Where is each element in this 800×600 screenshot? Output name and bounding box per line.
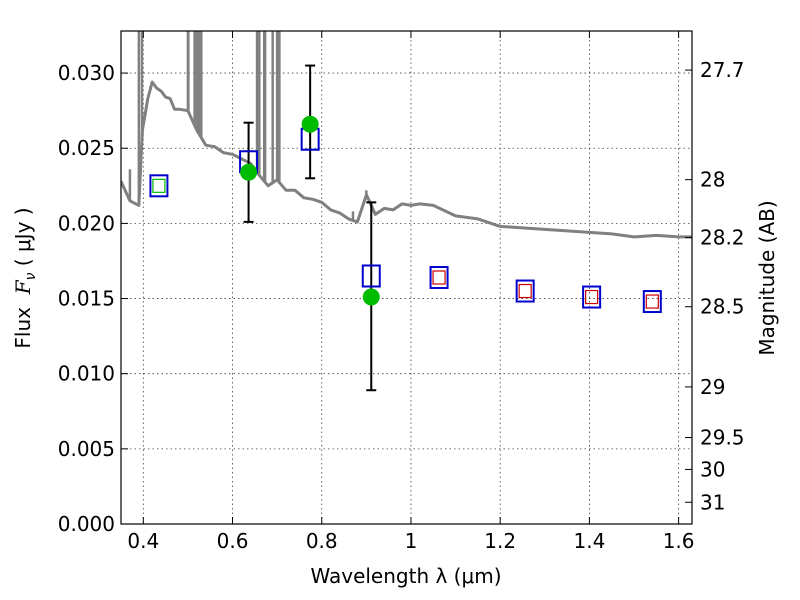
x-tick-label: 1.6	[663, 529, 695, 553]
x-axis-label: Wavelength λ (μm)	[310, 564, 501, 588]
y-tick-label: 0.020	[58, 211, 115, 235]
observed-point	[240, 163, 258, 181]
inner-marker	[518, 283, 532, 299]
x-tick-label: 0.6	[217, 529, 249, 553]
model-point	[361, 264, 381, 288]
inner-marker	[645, 294, 659, 309]
y2-tick-label: 27.7	[700, 58, 745, 82]
observed-point	[362, 288, 380, 306]
inner-marker	[585, 289, 599, 305]
observed-point	[301, 115, 319, 133]
y-axis-label: Flux Fν ( μJy )	[11, 207, 39, 348]
y-axis-label-unit: ( μJy )	[11, 207, 35, 272]
model-point	[582, 285, 602, 309]
grid	[121, 31, 692, 524]
y2-tick-label: 29.5	[700, 426, 745, 450]
y-tick-label: 0.005	[58, 437, 115, 461]
inner-marker	[152, 178, 166, 193]
secondary-y-axis-label: Magnitude (AB)	[755, 200, 779, 355]
inner-marker	[432, 270, 446, 285]
y2-tick-label: 29	[700, 375, 725, 399]
model-point	[429, 266, 449, 289]
y2-tick-label: 30	[700, 457, 725, 481]
y2-tick-label: 31	[700, 490, 725, 514]
observed-photometry-markers	[240, 115, 380, 306]
model-photometry-markers	[149, 127, 662, 314]
y-tick-label: 0.000	[58, 512, 115, 536]
y-axis-label-var: F	[11, 279, 35, 295]
model-point	[149, 174, 169, 198]
plot-area	[121, 31, 692, 392]
inner-markers	[152, 178, 659, 309]
y2-tick-label: 28	[700, 168, 725, 192]
x-tick-label: 1.4	[573, 529, 605, 553]
x-tick-label: 0.8	[306, 529, 338, 553]
y2-tick-label: 28.2	[700, 226, 745, 250]
y-tick-label: 0.025	[58, 136, 115, 160]
y-tick-label: 0.030	[58, 61, 115, 85]
model-point	[515, 279, 535, 303]
y-tick-label: 0.015	[58, 287, 115, 311]
y-axis: 0.000 0.005 0.010 0.015 0.020 0.025 0.030	[58, 61, 128, 536]
y2-tick-label: 28.5	[700, 295, 745, 319]
y-axis-label-prefix: Flux	[11, 294, 35, 348]
y-axis-label-sub: ν	[23, 272, 39, 280]
x-tick-label: 0.4	[127, 529, 159, 553]
model-point	[642, 290, 662, 314]
x-tick-label: 1	[405, 529, 418, 553]
x-tick-label: 1.2	[484, 529, 516, 553]
x-axis: 0.4 0.6 0.8 1 1.2 1.4 1.6	[127, 31, 695, 553]
secondary-y-axis: 27.7 28 28.2 28.5 29 29.5 30 31	[685, 58, 745, 514]
y-tick-label: 0.010	[58, 362, 115, 386]
model-spectrum-line	[121, 80, 692, 239]
plot-frame	[120, 30, 693, 525]
